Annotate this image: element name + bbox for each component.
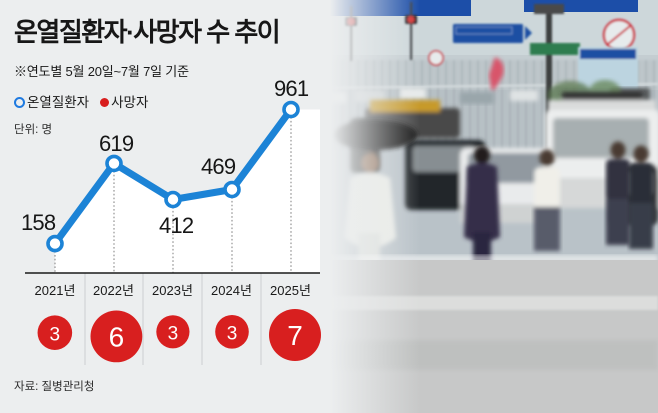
svg-text:3: 3 [227, 324, 238, 345]
svg-text:6: 6 [109, 322, 125, 353]
svg-text:3: 3 [50, 325, 61, 346]
svg-text:7: 7 [287, 320, 303, 351]
svg-text:3: 3 [168, 324, 179, 345]
